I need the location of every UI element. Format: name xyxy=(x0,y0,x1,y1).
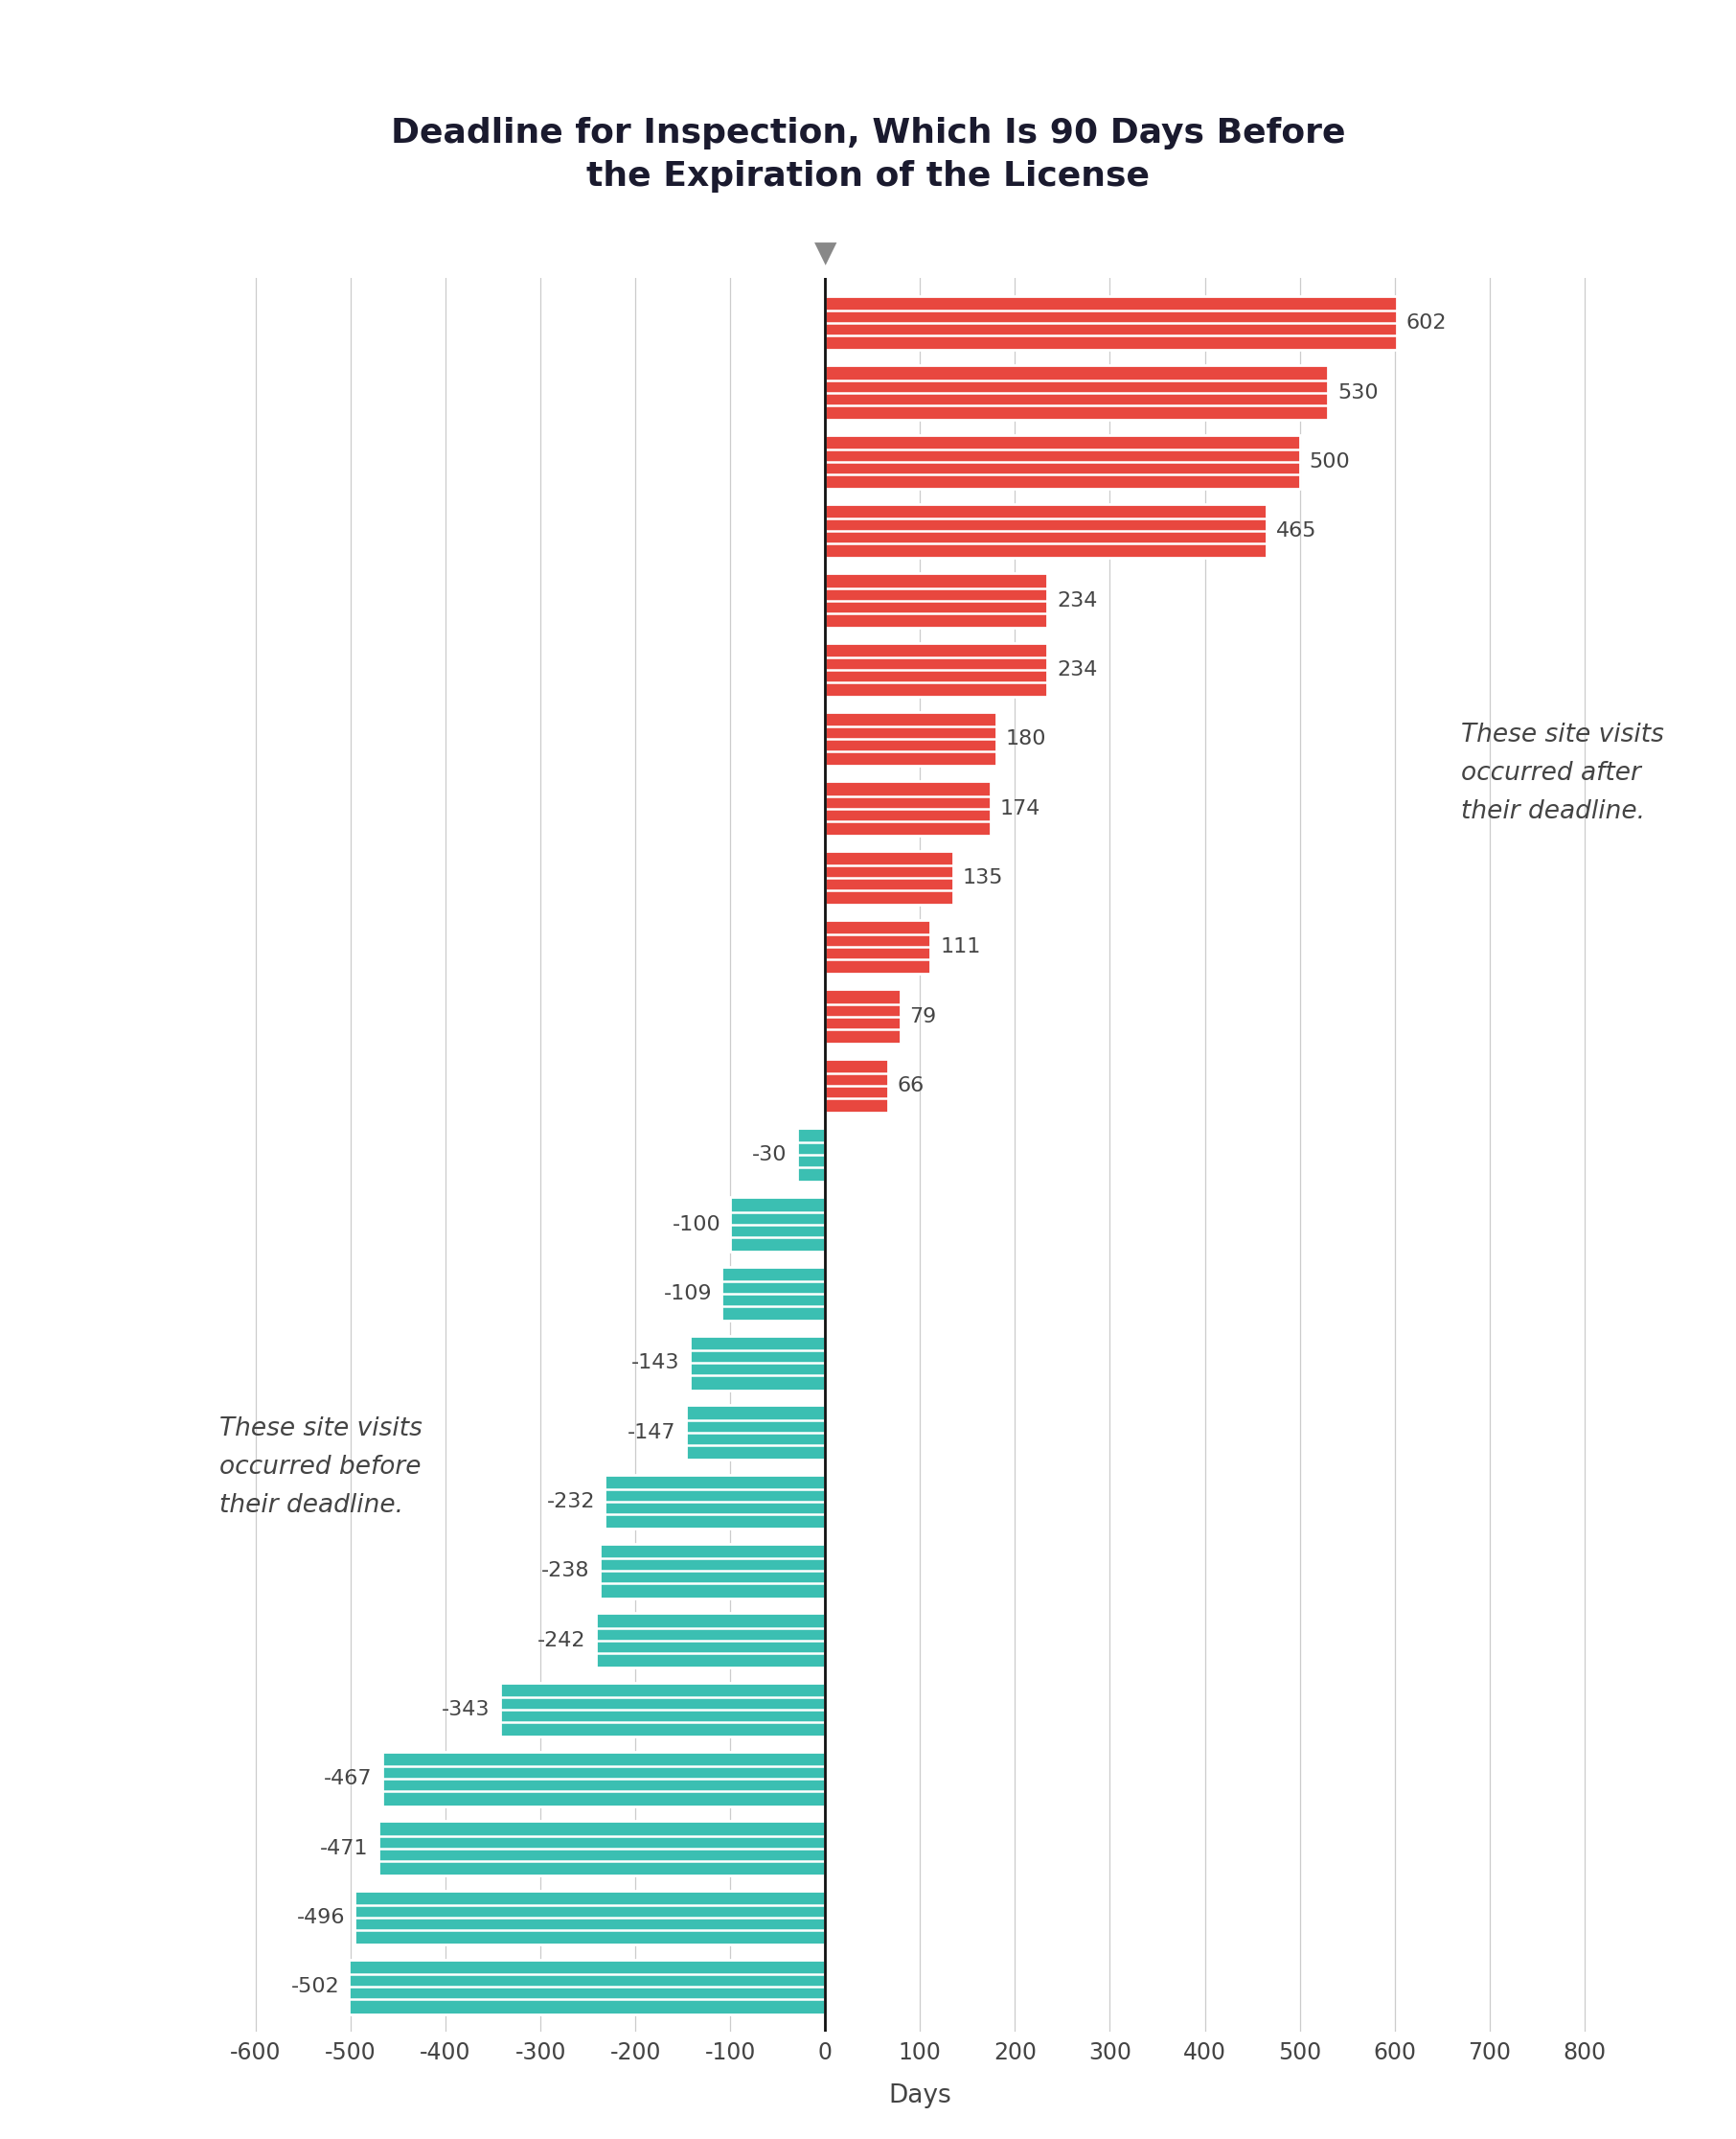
Text: These site visits
occurred after
their deadline.: These site visits occurred after their d… xyxy=(1462,723,1665,824)
Bar xyxy=(595,1613,825,1668)
Text: -109: -109 xyxy=(663,1283,712,1303)
Bar xyxy=(825,781,990,836)
Text: 234: 234 xyxy=(1057,661,1097,680)
Text: 111: 111 xyxy=(939,937,981,956)
Bar xyxy=(354,1891,825,1944)
Bar xyxy=(599,1544,825,1598)
Bar xyxy=(500,1683,825,1737)
Text: -502: -502 xyxy=(290,1976,339,1996)
Text: 180: 180 xyxy=(1005,729,1047,749)
Bar xyxy=(825,505,1267,558)
Text: -30: -30 xyxy=(752,1147,786,1164)
Text: -242: -242 xyxy=(538,1630,587,1649)
Bar xyxy=(825,573,1047,627)
Bar xyxy=(825,920,930,973)
Bar xyxy=(797,1127,825,1183)
Text: 79: 79 xyxy=(910,1007,937,1027)
Text: 465: 465 xyxy=(1276,522,1316,541)
Bar xyxy=(825,851,953,905)
Text: -238: -238 xyxy=(542,1561,590,1581)
Text: Deadline for Inspection, Which Is 90 Days Before
the Expiration of the License: Deadline for Inspection, Which Is 90 Day… xyxy=(391,118,1345,193)
Text: -467: -467 xyxy=(325,1769,373,1788)
Bar xyxy=(825,712,996,766)
Bar xyxy=(731,1198,825,1251)
Bar xyxy=(722,1266,825,1320)
Bar xyxy=(825,366,1328,419)
Bar xyxy=(606,1474,825,1529)
Bar xyxy=(825,434,1300,490)
Bar xyxy=(382,1752,825,1805)
Bar xyxy=(349,1959,825,2015)
Text: 234: 234 xyxy=(1057,590,1097,610)
Text: -471: -471 xyxy=(321,1840,368,1859)
Bar xyxy=(689,1337,825,1390)
Text: 66: 66 xyxy=(898,1076,924,1095)
X-axis label: Days: Days xyxy=(889,2083,951,2107)
Text: -232: -232 xyxy=(547,1493,595,1512)
Text: -147: -147 xyxy=(628,1422,677,1442)
Bar xyxy=(825,1059,887,1112)
Bar xyxy=(825,295,1396,351)
Text: -100: -100 xyxy=(672,1215,720,1234)
Text: ▼: ▼ xyxy=(814,240,837,267)
Text: These site visits
occurred before
their deadline.: These site visits occurred before their … xyxy=(220,1416,422,1519)
Text: 135: 135 xyxy=(963,868,1003,888)
Text: 530: 530 xyxy=(1338,383,1378,402)
Bar xyxy=(825,642,1047,697)
Text: 174: 174 xyxy=(1000,798,1040,817)
Bar xyxy=(825,990,901,1044)
Bar xyxy=(686,1405,825,1459)
Text: -496: -496 xyxy=(297,1908,345,1927)
Text: -143: -143 xyxy=(632,1354,681,1373)
Bar xyxy=(378,1820,825,1876)
Text: 602: 602 xyxy=(1406,314,1446,334)
Text: 500: 500 xyxy=(1309,451,1351,471)
Text: -343: -343 xyxy=(441,1701,490,1720)
